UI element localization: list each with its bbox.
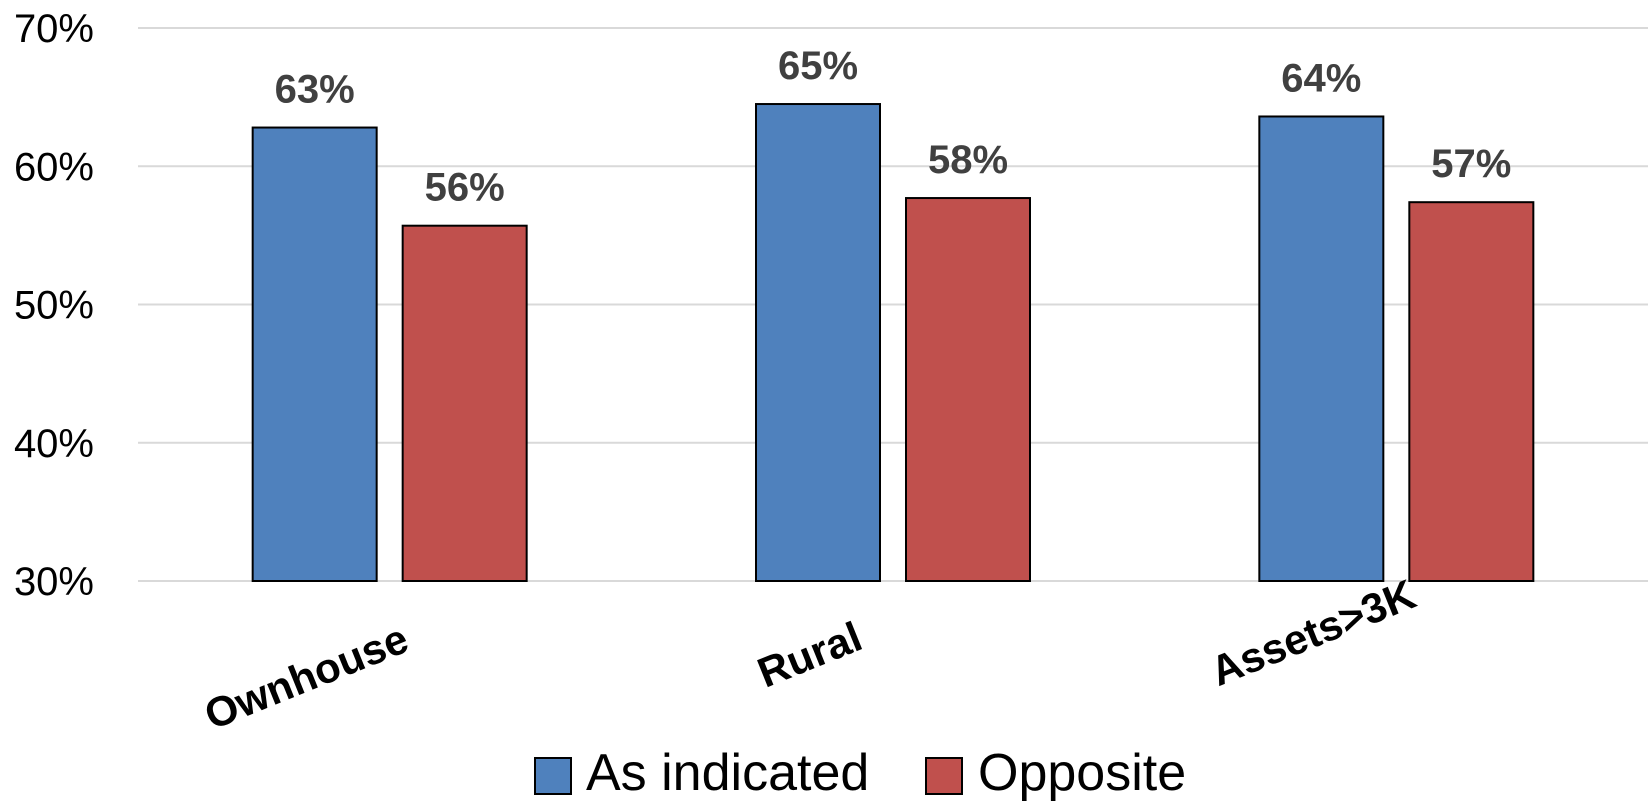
data-labels: 63% 56% 65% 58% 64% 57% — [275, 44, 1512, 210]
legend-label-as-indicated: As indicated — [586, 744, 869, 802]
data-label: 63% — [275, 68, 355, 112]
category-label: Rural — [751, 613, 868, 697]
legend-swatch-as-indicated — [534, 757, 572, 795]
bar-as-indicated-0 — [251, 126, 378, 582]
legend-swatch-opposite — [925, 757, 963, 795]
y-tick-label: 30% — [14, 560, 94, 604]
gridlines — [138, 27, 1648, 582]
data-label: 58% — [928, 138, 1008, 182]
bar-as-indicated-2 — [1258, 115, 1385, 582]
y-axis-tick-labels: 30% 40% 50% 60% 70% — [14, 7, 94, 604]
y-tick-label: 50% — [14, 284, 94, 328]
y-tick-label: 60% — [14, 145, 94, 189]
data-label: 56% — [425, 166, 505, 210]
data-label: 65% — [778, 44, 858, 88]
data-label: 64% — [1281, 56, 1361, 100]
bar-opposite-1 — [905, 197, 1031, 583]
y-tick-label: 70% — [14, 7, 94, 51]
legend-label-opposite: Opposite — [978, 744, 1186, 802]
bar-opposite-0 — [401, 224, 528, 582]
y-tick-label: 40% — [14, 422, 94, 466]
legend: As indicated Opposite — [534, 744, 1186, 802]
bar-as-indicated-1 — [755, 103, 881, 582]
bar-opposite-2 — [1408, 201, 1535, 582]
bars — [251, 103, 1535, 583]
category-label: Ownhouse — [198, 615, 415, 739]
category-label: Assets>3K — [1204, 570, 1422, 694]
x-axis-category-labels: Ownhouse Rural Assets>3K — [198, 570, 1422, 738]
data-label: 57% — [1431, 142, 1511, 186]
